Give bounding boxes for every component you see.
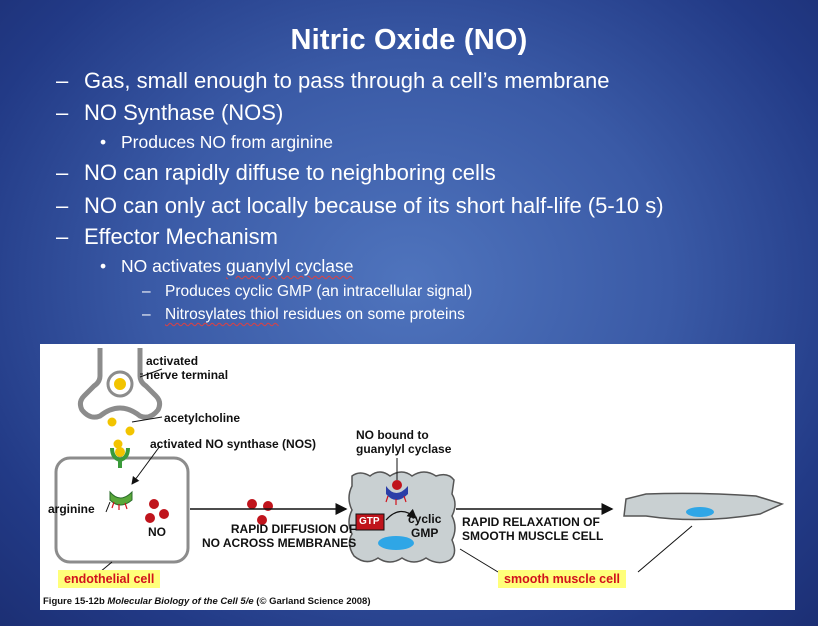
no-molecule	[145, 513, 155, 523]
conversion-arrow	[385, 508, 417, 521]
label-endothelial-cell: endothelial cell	[58, 570, 161, 588]
acetylcholine-dot	[125, 426, 135, 436]
bullet-marker: –	[142, 283, 151, 300]
label-gtp: GTP	[359, 516, 380, 527]
slide-title: Nitric Oxide (NO)	[290, 24, 528, 56]
bullet-marker: –	[56, 160, 69, 185]
no-signaling-figure: activated nerve terminal acetylcholine a…	[40, 344, 795, 610]
label-no: NO	[148, 525, 166, 539]
bullet-text: NO can rapidly diffuse to neighboring ce…	[84, 160, 496, 185]
label-arginine: arginine	[48, 502, 95, 516]
bullet-marker: –	[56, 100, 69, 125]
bullet-text: Effector Mechanism	[84, 224, 279, 249]
bullet-text: NO can only act locally because of its s…	[84, 193, 664, 218]
figure-caption: Figure 15-12b Molecular Biology of the C…	[43, 596, 371, 607]
bullet-marker: –	[142, 306, 151, 323]
vesicle-icon	[106, 370, 134, 398]
label-activated-nerve-terminal: activated nerve terminal	[146, 354, 229, 382]
arrow	[105, 501, 111, 513]
bullet-marker: –	[56, 224, 69, 249]
label-smooth-muscle-cell: smooth muscle cell	[498, 570, 627, 588]
label-pointer	[459, 548, 499, 573]
no-molecule	[247, 499, 257, 509]
acetylcholine-dot	[114, 378, 126, 390]
label-rapid-diffusion: RAPID DIFFUSION OF NO ACROSS MEMBRANES	[202, 522, 357, 550]
figure-diagram	[54, 348, 785, 573]
no-molecule	[392, 480, 402, 490]
bullet-text: NO activates guanylyl cyclase	[121, 256, 354, 276]
bullet-text: Nitrosylates thiol residues on some prot…	[165, 306, 465, 323]
bullet-marker: –	[56, 68, 69, 93]
label-pointer	[131, 416, 163, 423]
bullet-marker: –	[56, 193, 69, 218]
guanylyl-cyclase-icon	[386, 486, 408, 500]
bullet-text: Produces NO from arginine	[121, 132, 334, 152]
gtp-box	[355, 513, 385, 531]
label-no-bound: NO bound to guanylyl cyclase	[356, 428, 452, 456]
relaxed-muscle-cell	[623, 492, 785, 521]
label-rapid-relaxation: RAPID RELAXATION OF SMOOTH MUSCLE CELL	[462, 515, 604, 543]
nos-enzyme-icon	[109, 490, 133, 506]
label-activated-nos: activated NO synthase (NOS)	[150, 437, 317, 451]
nucleus-icon	[686, 507, 714, 517]
nerve-terminal-shape	[77, 348, 163, 420]
acetylcholine-dot	[113, 439, 123, 449]
acetylcholine-dot	[107, 417, 117, 427]
bullet-marker: •	[100, 256, 107, 276]
label-pointer	[139, 368, 163, 378]
contracted-muscle-cell	[348, 471, 456, 564]
bullet-marker: •	[100, 132, 107, 152]
label-cyclic-gmp: cyclic GMP	[408, 512, 442, 540]
no-molecule	[257, 515, 267, 525]
label-pointer	[637, 525, 693, 573]
bullet-text: NO Synthase (NOS)	[84, 100, 284, 125]
no-molecule	[159, 509, 169, 519]
bullet-text: Produces cyclic GMP (an intracellular si…	[165, 283, 473, 300]
nucleus-icon	[378, 536, 414, 550]
label-pointer	[131, 445, 161, 485]
no-molecule	[149, 499, 159, 509]
bullet-text: Gas, small enough to pass through a cell…	[84, 68, 610, 93]
label-acetylcholine: acetylcholine	[164, 411, 241, 425]
